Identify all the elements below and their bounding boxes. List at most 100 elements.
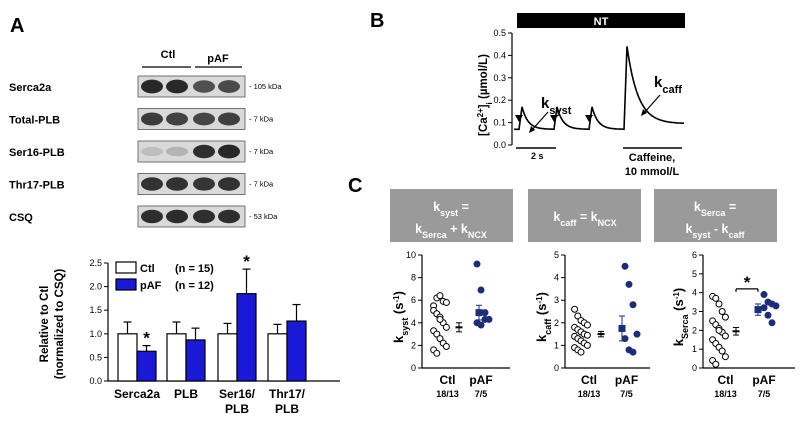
scatter-category-paf: pAF (469, 373, 492, 387)
scatter-y-tick-label: 4 (554, 273, 559, 283)
blot-band (193, 144, 215, 159)
blot-band (218, 144, 240, 159)
blot-strip (137, 108, 246, 130)
significance-star: * (243, 252, 250, 271)
scatter-kserca: kSerca (s-1) 0 1 2 3 4 5 6 Ctl pAF 18/13 7/5 * (671, 250, 795, 399)
blot-row-label: Ser16-PLB (9, 147, 65, 159)
nt-header-bar (517, 13, 685, 28)
ctl-point (583, 321, 591, 329)
caffeine-label-line1: Caffeine, (629, 152, 675, 164)
scatter-category-ctl: Ctl (440, 373, 456, 387)
blot-kda-label: - 105 kDa (249, 82, 282, 91)
scatter-category-paf: pAF (752, 373, 775, 387)
blot-row-label: Thr17-PLB (9, 180, 65, 192)
bar-y-tick-label: 2.0 (89, 282, 102, 292)
paf-point (772, 302, 780, 310)
ctl-point (442, 323, 450, 331)
header-box-ksyst (390, 189, 513, 242)
scatter-y-tick-label: 4 (411, 318, 416, 328)
paf-point (481, 315, 489, 323)
ctl-point (433, 349, 441, 357)
bar-chart: 0.0 0.5 1.0 1.5 2.0 2.5 Relative to Ctl (norm… (39, 252, 340, 416)
trace-y-tick-label: 0.0 (493, 140, 506, 150)
panel-letter-b: B (370, 10, 384, 32)
header-box-kserca (654, 189, 777, 242)
blot-band (166, 209, 188, 224)
paf-point (477, 286, 485, 294)
scatter-y-tick-label: 1 (554, 340, 559, 350)
scatter-y-tick-label: 2 (411, 340, 416, 350)
blot-band (218, 80, 240, 93)
scatter-y-tick-label: 1 (692, 344, 697, 354)
panel-letter-c: C (348, 175, 362, 197)
bar-category-label: Thr17/ (269, 387, 306, 401)
blot-band (141, 177, 163, 191)
scatter-y-tick-label: 4 (692, 288, 697, 298)
legend-name-ctl: Ctl (140, 263, 155, 275)
paf-point (760, 291, 768, 299)
ctl-point (718, 347, 726, 355)
blot-band (166, 146, 188, 157)
trace-y-tick-label: 0.3 (493, 73, 506, 83)
significance-star: * (143, 329, 150, 348)
legend-n-paf: (n = 12) (175, 280, 214, 292)
ctl-point (712, 294, 720, 302)
panel-letter-a: A (10, 15, 24, 37)
ctl-point (442, 298, 450, 306)
scatter-kcaff: kcaff (s-1) 0 1 2 3 4 5 Ctl pAF 18/13 7/5 (534, 250, 650, 399)
scatter-n-ctl: 18/13 (436, 389, 459, 399)
stimulus-marker (515, 115, 523, 122)
scatter-y-tick-label: 0 (411, 363, 416, 373)
blot-row-label: Total-PLB (9, 115, 60, 127)
bar-y-tick-label: 2.5 (89, 258, 102, 268)
scatter-y-tick-label: 2 (554, 318, 559, 328)
bar-ctl (117, 333, 138, 382)
bar-ctl (217, 333, 238, 382)
paf-point (477, 321, 485, 329)
legend-n-ctl: (n = 15) (175, 263, 214, 275)
scatter-n-ctl: 18/13 (578, 389, 601, 399)
scatter-ksyst-ylabel: ksyst (s-1) (391, 291, 410, 343)
blot-band (166, 79, 188, 94)
blot-row-label: Serca2a (9, 82, 52, 94)
ctl-point (715, 326, 723, 334)
paf-point (629, 301, 637, 309)
scatter-n-paf: 7/5 (758, 389, 771, 399)
paf-point (481, 309, 489, 317)
ctl-point (436, 292, 444, 300)
nt-header-label: NT (594, 16, 609, 28)
blot-band (166, 112, 188, 126)
scatter-y-tick-label: 6 (692, 250, 697, 260)
blot-band (141, 79, 163, 94)
blot-band (193, 80, 215, 93)
scatter-category-paf: pAF (615, 373, 638, 387)
ctl-point (583, 331, 591, 339)
bar-category-label: PLB (174, 387, 198, 401)
scatter-category-ctl: Ctl (581, 373, 597, 387)
ctl-point (571, 305, 579, 313)
trace-y-tick-label: 0.2 (493, 95, 506, 105)
paf-mean (754, 306, 762, 314)
bar-category-label: Ser16/ (219, 387, 256, 401)
scatter-category-ctl: Ctl (718, 373, 734, 387)
bar-y-tick-label: 1.5 (89, 305, 102, 315)
trace-y-tick-label: 0.1 (493, 118, 506, 128)
blot-kda-label: - 7 kDa (249, 115, 274, 124)
ctl-mean (732, 330, 740, 333)
bar-y-tick-label: 0.0 (89, 376, 102, 386)
bar-ylabel-line1: Relative to Ctl (39, 286, 51, 363)
header-box-kcaff (528, 189, 641, 242)
ctl-mean (597, 333, 605, 336)
scatter-y-tick-label: 5 (692, 269, 697, 279)
scatter-y-tick-label: 3 (554, 295, 559, 305)
legend-swatch-ctl (115, 261, 137, 274)
blot-band (218, 177, 240, 191)
annotation-ksyst-arrow (531, 111, 549, 131)
annotation-kcaff: kcaff (654, 74, 682, 96)
scatter-n-paf: 7/5 (475, 389, 488, 399)
significance-star: * (744, 273, 751, 292)
bar-y-tick-label: 0.5 (89, 352, 102, 362)
scatter-kserca-ylabel: kSerca (s-1) (671, 288, 690, 346)
blot-kda-label: - 53 kDa (249, 212, 278, 221)
paf-mean (475, 309, 483, 317)
